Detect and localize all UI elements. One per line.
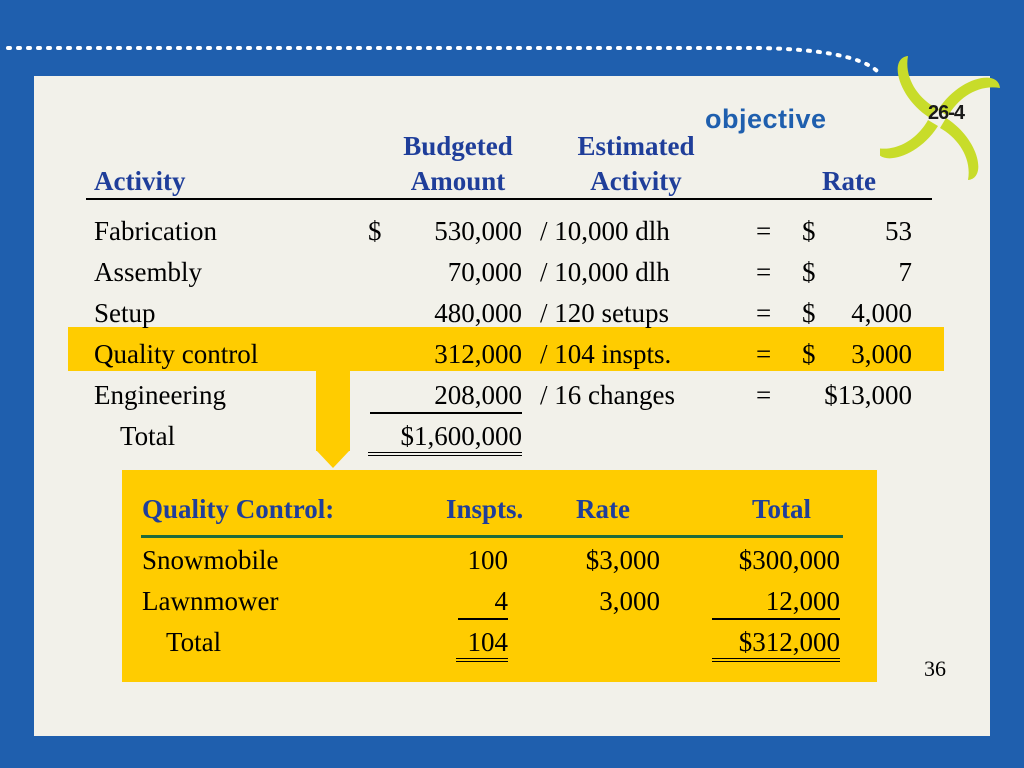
qc-header-rate: Rate <box>576 494 630 524</box>
header-rate: Rate <box>822 166 876 196</box>
row-rate: 4,000 <box>851 298 912 328</box>
row-amount: 530,000 <box>434 216 522 246</box>
row-equals: = <box>756 257 772 287</box>
row-amount: 312,000 <box>434 339 522 369</box>
header-rule <box>86 198 932 200</box>
quality-control-box <box>122 470 877 682</box>
total-amount: $1,600,000 <box>368 423 522 456</box>
quality-control-highlight <box>68 327 944 371</box>
page-number: 36 <box>924 656 946 681</box>
qc-header-rule <box>141 535 843 538</box>
row-estimate: / 10,000 dlh <box>540 216 670 246</box>
row-estimate: / 16 changes <box>540 380 675 410</box>
highlight-arrow <box>316 371 350 451</box>
row-activity: Assembly <box>94 257 202 287</box>
total-label: Total <box>120 421 176 451</box>
row-dollar-sign: $ <box>368 216 382 246</box>
objective-number: 26-4 <box>927 102 965 124</box>
header-budgeted-line2: Amount <box>410 166 506 196</box>
row-amount: 70,000 <box>447 257 522 287</box>
qc-total-amount: $312,000 <box>712 629 840 662</box>
objective-label: objective <box>705 104 827 134</box>
row-equals: = <box>756 380 772 410</box>
row-rate-dollar: $ <box>802 257 816 287</box>
row-amount: 480,000 <box>434 298 522 328</box>
qc-total-inspts: 104 <box>456 629 508 662</box>
row-estimate: / 104 inspts. <box>540 339 672 369</box>
row-activity: Fabrication <box>94 216 217 246</box>
qc-header-total: Total <box>752 494 812 524</box>
row-rate: 53 <box>885 216 912 246</box>
row-activity: Quality control <box>94 339 259 369</box>
row-rate: 3,000 <box>851 339 912 369</box>
qc-header-inspts: Inspts. <box>446 494 524 524</box>
qc-header-title: Quality Control: <box>142 494 335 524</box>
row-rate: $13,000 <box>824 380 912 410</box>
row-equals: = <box>756 216 772 246</box>
row-rate-dollar: $ <box>802 216 816 246</box>
row-rate-dollar: $ <box>802 339 816 369</box>
row-estimate: / 10,000 dlh <box>540 257 670 287</box>
row-equals: = <box>756 298 772 328</box>
qc-row-total: 12,000 <box>712 588 840 620</box>
header-estimated-line2: Activity <box>590 166 682 196</box>
qc-row-rate: $3,000 <box>585 545 660 575</box>
row-rate: 7 <box>898 257 913 287</box>
row-rate-dollar: $ <box>802 298 816 328</box>
header-activity: Activity <box>94 166 186 196</box>
qc-row-product: Lawnmower <box>142 586 279 616</box>
row-estimate: / 120 setups <box>540 298 670 328</box>
pinwheel-logo <box>880 56 1000 180</box>
qc-row-inspts: 4 <box>458 588 508 620</box>
row-equals: = <box>756 339 772 369</box>
qc-row-rate: 3,000 <box>599 586 660 616</box>
dotted-line-decoration <box>6 46 882 76</box>
row-amount: 208,000 <box>370 382 522 414</box>
qc-row-product: Snowmobile <box>142 545 279 575</box>
qc-row-inspts: 100 <box>467 545 509 575</box>
header-estimated-line1: Estimated <box>577 131 695 161</box>
row-activity: Setup <box>94 298 156 328</box>
header-budgeted-line1: Budgeted <box>403 131 513 161</box>
row-activity: Engineering <box>94 380 226 410</box>
qc-total-label: Total <box>166 627 222 657</box>
qc-row-total: $300,000 <box>738 545 840 575</box>
arrow-head-icon <box>316 450 350 468</box>
